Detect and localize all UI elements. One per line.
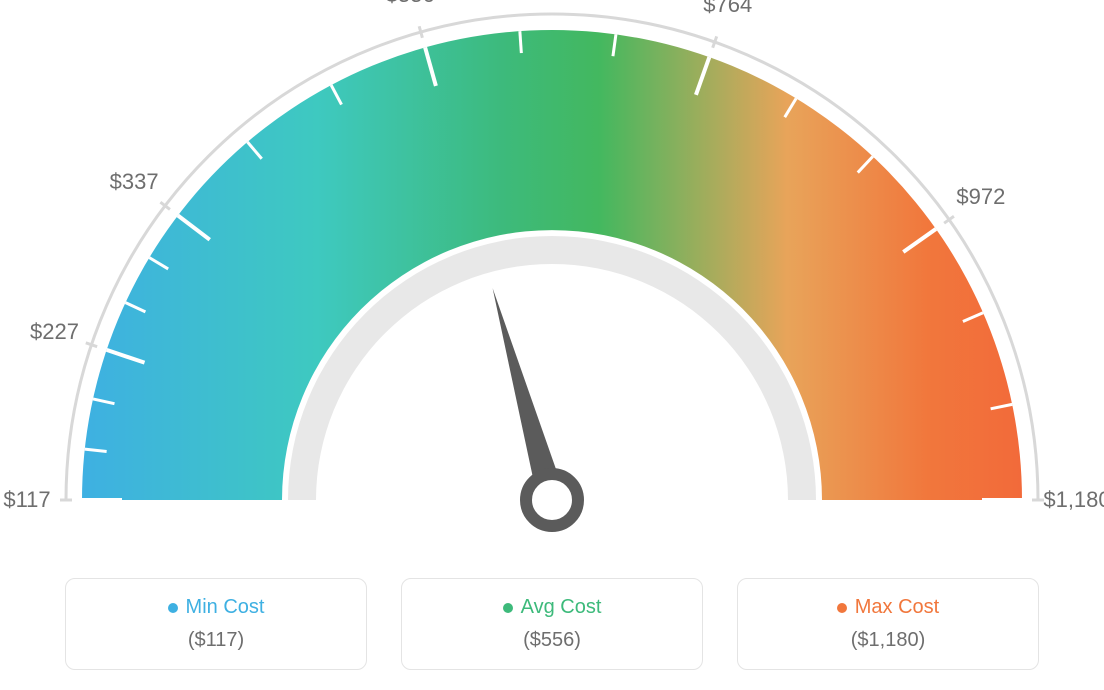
legend-card-avg: Avg Cost ($556): [401, 578, 703, 670]
tick-label: $972: [956, 184, 1005, 210]
legend-title-max: Max Cost: [837, 596, 939, 619]
legend-dot-avg: [503, 603, 513, 613]
legend-title-min: Min Cost: [168, 596, 265, 619]
tick-label: $1,180: [1043, 487, 1104, 513]
legend-value-avg: ($556): [523, 629, 581, 652]
tick-label: $227: [30, 319, 79, 345]
legend-label-avg: Avg Cost: [521, 596, 602, 619]
gauge-svg: [0, 0, 1104, 560]
legend-dot-min: [168, 603, 178, 613]
legend-card-min: Min Cost ($117): [65, 578, 367, 670]
tick-label: $337: [110, 169, 159, 195]
tick-label: $764: [703, 0, 752, 18]
gauge-area: $117 $227 $337 $556 $764 $972 $1,180: [0, 0, 1104, 560]
legend-value-min: ($117): [188, 629, 244, 652]
legend-value-max: ($1,180): [851, 629, 926, 652]
legend-row: Min Cost ($117) Avg Cost ($556) Max Cost…: [0, 578, 1104, 670]
legend-title-avg: Avg Cost: [503, 596, 602, 619]
legend-card-max: Max Cost ($1,180): [737, 578, 1039, 670]
chart-container: $117 $227 $337 $556 $764 $972 $1,180 Min Cost …: [0, 0, 1104, 690]
legend-label-min: Min Cost: [186, 596, 265, 619]
tick-label: $117: [3, 487, 50, 513]
legend-dot-max: [837, 603, 847, 613]
legend-label-max: Max Cost: [855, 596, 939, 619]
tick-label: $556: [386, 0, 435, 8]
